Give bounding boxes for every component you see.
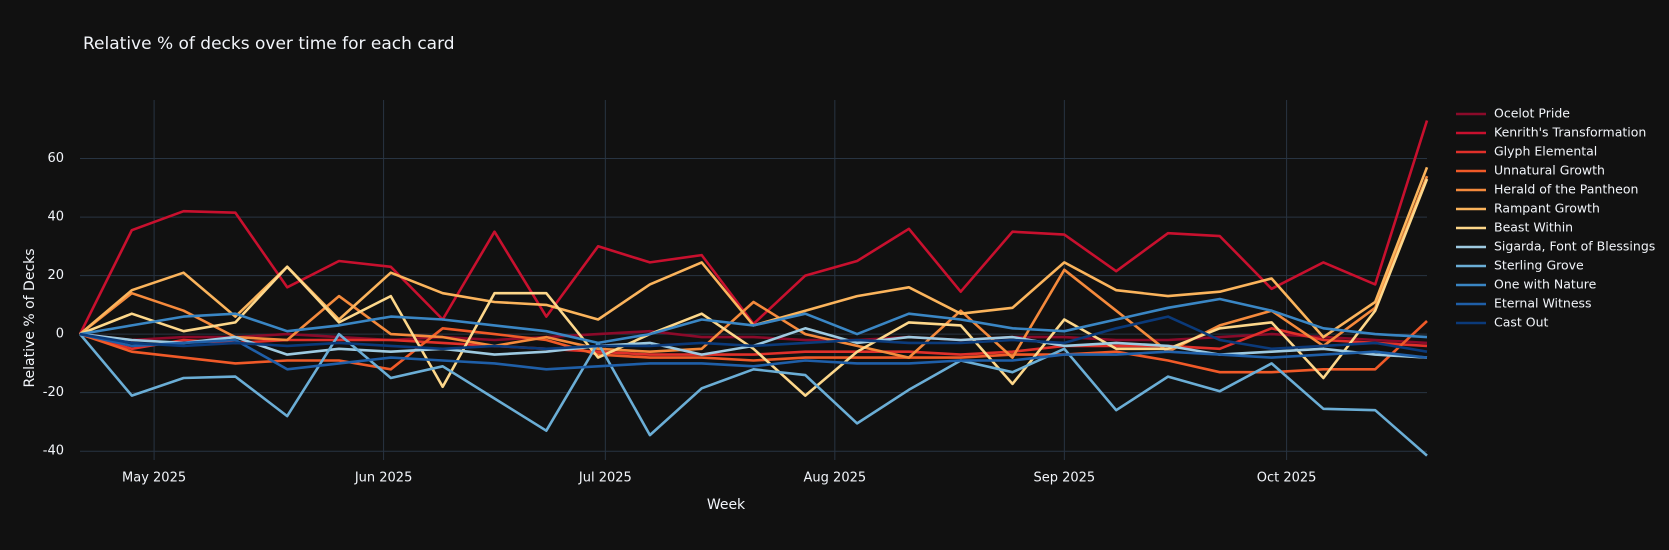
legend-label: Rampant Growth	[1494, 201, 1600, 216]
series-line	[79, 327, 1428, 359]
legend-label: Unnatural Growth	[1494, 163, 1605, 178]
series-line	[79, 320, 1428, 374]
legend-label: Herald of the Pantheon	[1494, 182, 1638, 197]
legend-label: Sigarda, Font of Blessings	[1494, 239, 1655, 254]
series-line	[79, 166, 1429, 339]
x-tick-label: May 2025	[122, 471, 186, 486]
legend-label: Glyph Elemental	[1494, 144, 1597, 159]
legend-label: Kenrith's Transformation	[1494, 125, 1646, 140]
x-tick-label: Oct 2025	[1257, 471, 1317, 486]
y-axis-title: Relative % of Decks	[22, 248, 38, 387]
series-line	[79, 332, 1428, 371]
legend-label: Ocelot Pride	[1494, 106, 1570, 121]
x-tick-label: Sep 2025	[1033, 471, 1095, 486]
x-tick-label: Aug 2025	[804, 471, 867, 486]
legend-label: Beast Within	[1494, 220, 1573, 235]
chart-title: Relative % of decks over time for each c…	[83, 34, 455, 54]
y-tick-label: 40	[47, 210, 64, 225]
y-tick-label: -20	[43, 385, 64, 400]
series-line	[79, 178, 1429, 397]
series-line	[79, 327, 1428, 356]
series-line	[79, 297, 1428, 345]
legend-label: One with Nature	[1494, 277, 1597, 292]
series-line	[79, 315, 1428, 353]
x-tick-label: Jul 2025	[578, 471, 632, 486]
y-tick-label: 0	[56, 327, 64, 342]
y-tick-label: -40	[43, 444, 64, 459]
legend-label: Sterling Grove	[1494, 258, 1584, 273]
y-tick-label: 20	[47, 268, 64, 283]
x-tick-label: Jun 2025	[354, 471, 413, 486]
legend-label: Eternal Witness	[1494, 296, 1592, 311]
series-line	[79, 329, 1428, 345]
y-tick-label: 60	[47, 151, 64, 166]
series-line	[79, 332, 1428, 457]
x-axis-title: Week	[707, 497, 746, 513]
legend-label: Cast Out	[1494, 315, 1549, 330]
